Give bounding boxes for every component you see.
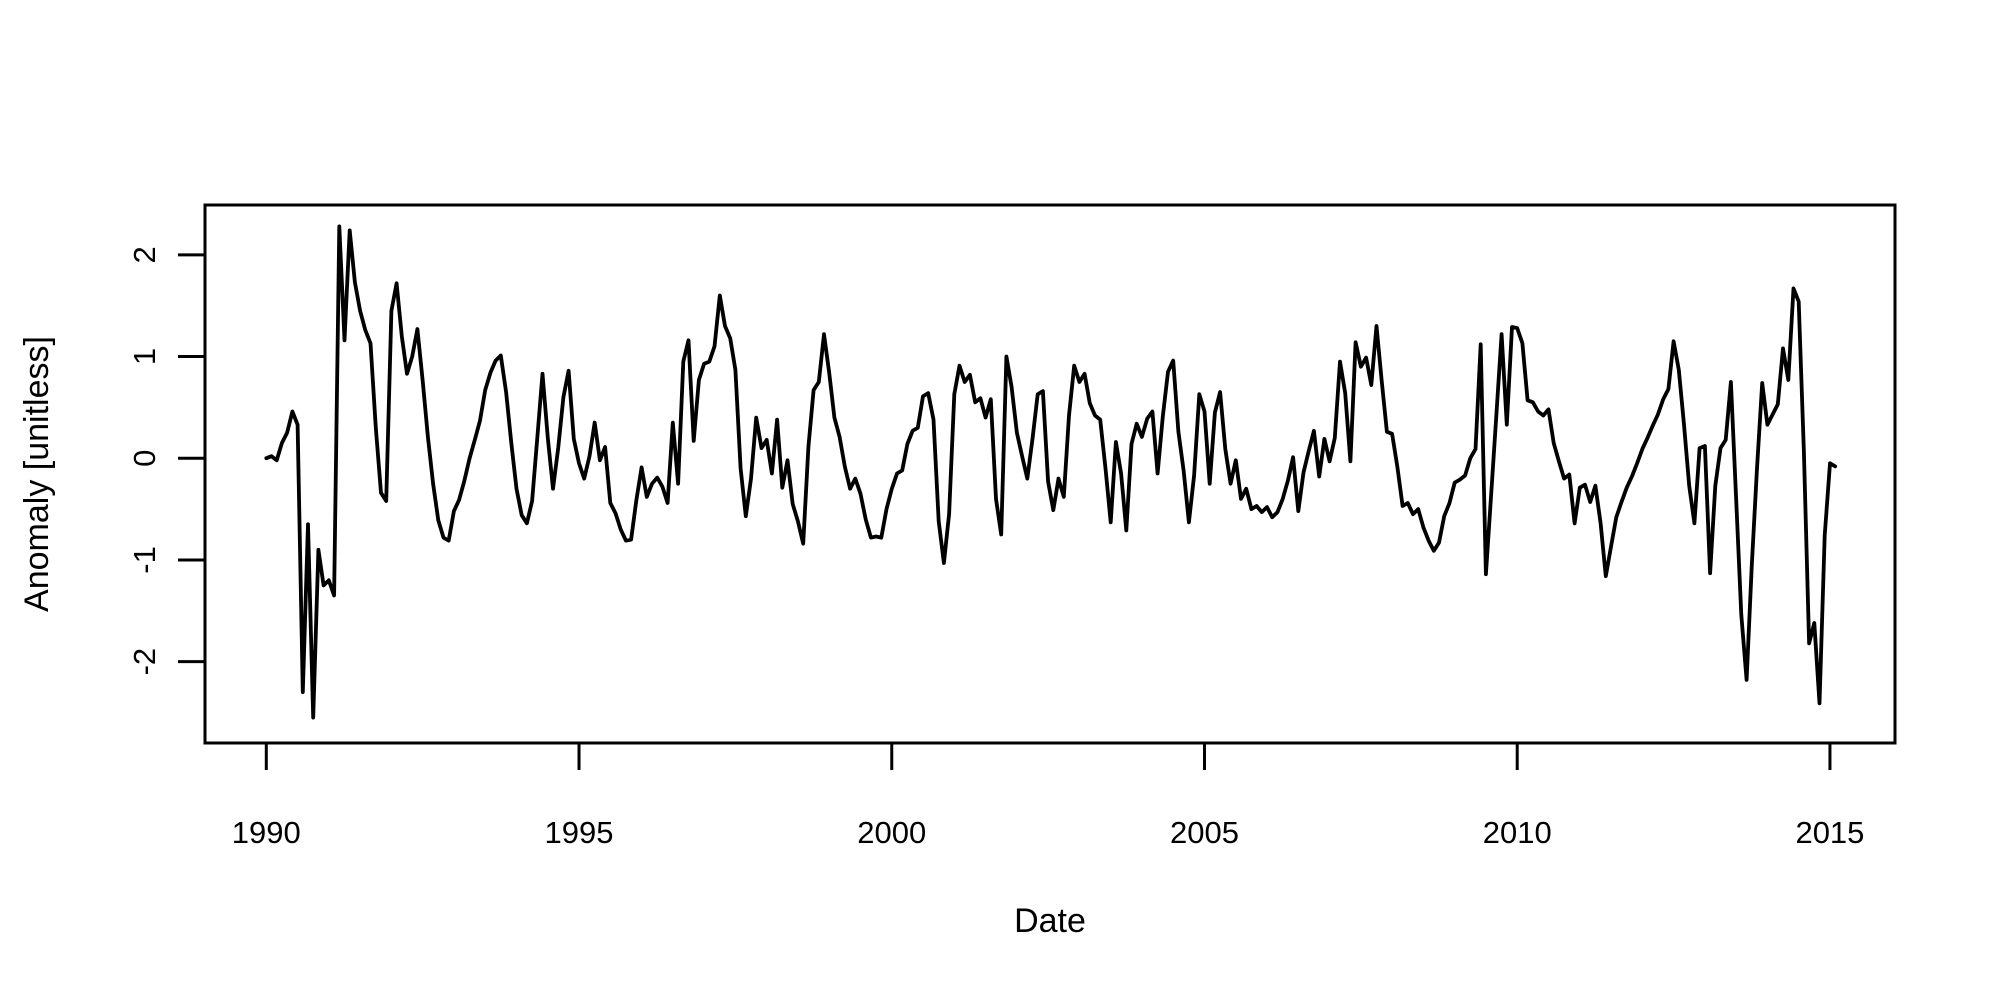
x-tick-label: 2010 (1483, 815, 1552, 850)
series-line (264, 224, 1838, 720)
y-tick-label: 0 (127, 450, 162, 467)
y-tick-label: -2 (127, 648, 162, 676)
x-tick-label: 1995 (545, 815, 614, 850)
plot-frame (203, 203, 1897, 745)
y-tick-label: 2 (127, 246, 162, 263)
x-axis-title: Date (1014, 902, 1086, 940)
y-axis: -2 -1 0 1 2 (127, 246, 205, 675)
x-tick-label: 2015 (1795, 815, 1864, 850)
x-tick-label: 2000 (857, 815, 926, 850)
x-axis: 1990 1995 2000 2005 2010 2015 (232, 743, 1864, 850)
x-tick-label: 1990 (232, 815, 301, 850)
y-axis-title: Anomaly [unitless] (18, 336, 56, 612)
y-tick-label: -1 (127, 546, 162, 574)
y-tick-label: 1 (127, 348, 162, 365)
x-tick-label: 2005 (1170, 815, 1239, 850)
series-group (264, 224, 1838, 720)
